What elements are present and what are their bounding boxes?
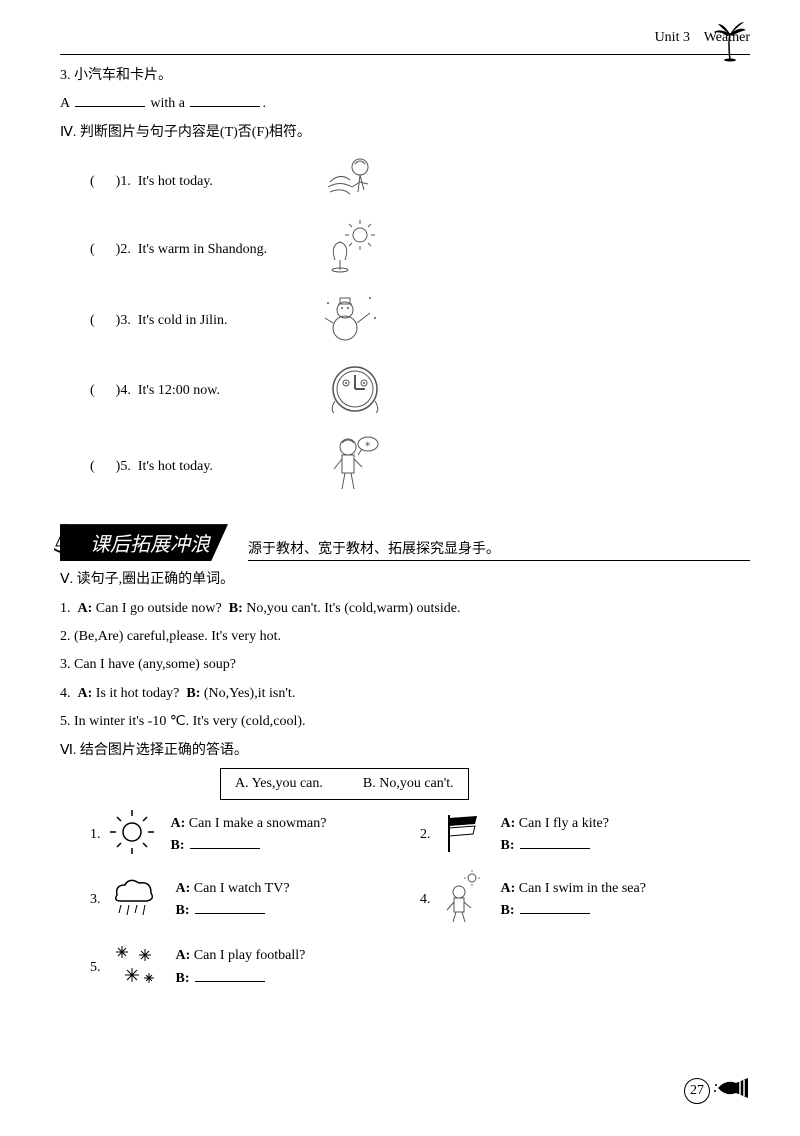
blank[interactable] xyxy=(520,835,590,849)
fish-icon xyxy=(714,1075,750,1106)
boy-hot-icon: ☀ xyxy=(320,429,390,504)
tf-row: ( )3. It's cold in Jilin. xyxy=(90,288,750,353)
q3-line2: A with a . xyxy=(60,93,750,115)
snowman-icon xyxy=(320,288,390,353)
unit-label: Unit 3 xyxy=(655,30,690,45)
sun-icon xyxy=(107,810,157,860)
q3-line1: 3. 小汽车和卡片。 xyxy=(60,65,750,87)
tf-row: ( )1. It's hot today. xyxy=(90,152,750,212)
palm-tree-icon xyxy=(710,22,750,67)
s5-item: 2. (Be,Are) careful,please. It's very ho… xyxy=(60,626,750,648)
banner-title: 课后拓展冲浪 xyxy=(60,524,228,561)
option-box: A. Yes,you can.B. No,you can't. xyxy=(60,768,750,800)
s5-item: 3. Can I have (any,some) soup? xyxy=(60,654,750,676)
page-number: 27 xyxy=(684,1075,750,1106)
clock-face-icon xyxy=(320,361,390,421)
windy-cold-icon xyxy=(320,152,380,212)
blank[interactable] xyxy=(75,93,145,107)
section5-title: Ⅴ. 读句子,圈出正确的单词。 xyxy=(60,569,750,591)
header-rule xyxy=(60,54,750,55)
q6-row: 3. A: Can I watch TV? B: 4. A: Can I swi… xyxy=(90,870,750,930)
section4-title: Ⅳ. 判断图片与句子内容是(T)否(F)相符。 xyxy=(60,122,750,144)
rain-cloud-icon xyxy=(107,875,162,925)
blank[interactable] xyxy=(195,968,265,982)
snowflakes-icon xyxy=(107,940,162,995)
s5-item: 4. A: Is it hot today? B: (No,Yes),it is… xyxy=(60,683,750,705)
section-banner: 课后拓展冲浪 源于教材、宽于教材、拓展探究显身手。 xyxy=(60,524,750,561)
tf-row: ( )4. It's 12:00 now. xyxy=(90,361,750,421)
flag-icon xyxy=(437,810,487,860)
tf-row: ( )2. It's warm in Shandong. xyxy=(90,220,750,280)
sun-tree-icon xyxy=(320,220,380,280)
q6-row: 5. A: Can I play football? B: xyxy=(90,940,750,995)
page-header: Unit 3 Weather xyxy=(60,30,750,46)
blank[interactable] xyxy=(190,93,260,107)
s5-item: 1. A: Can I go outside now? B: No,you ca… xyxy=(60,598,750,620)
q6-row: 1. A: Can I make a snowman? B: 2. A: Can… xyxy=(90,810,750,860)
tf-row: ( )5. It's hot today. ☀ xyxy=(90,429,750,504)
blank[interactable] xyxy=(520,900,590,914)
s5-item: 5. In winter it's -10 ℃. It's very (cold… xyxy=(60,711,750,733)
blank[interactable] xyxy=(195,900,265,914)
blank[interactable] xyxy=(190,835,260,849)
svg-text:☀: ☀ xyxy=(364,440,371,449)
section6-title: Ⅵ. 结合图片选择正确的答语。 xyxy=(60,740,750,762)
banner-sub: 源于教材、宽于教材、拓展探究显身手。 xyxy=(248,538,750,561)
boy-sun-icon xyxy=(437,870,487,930)
